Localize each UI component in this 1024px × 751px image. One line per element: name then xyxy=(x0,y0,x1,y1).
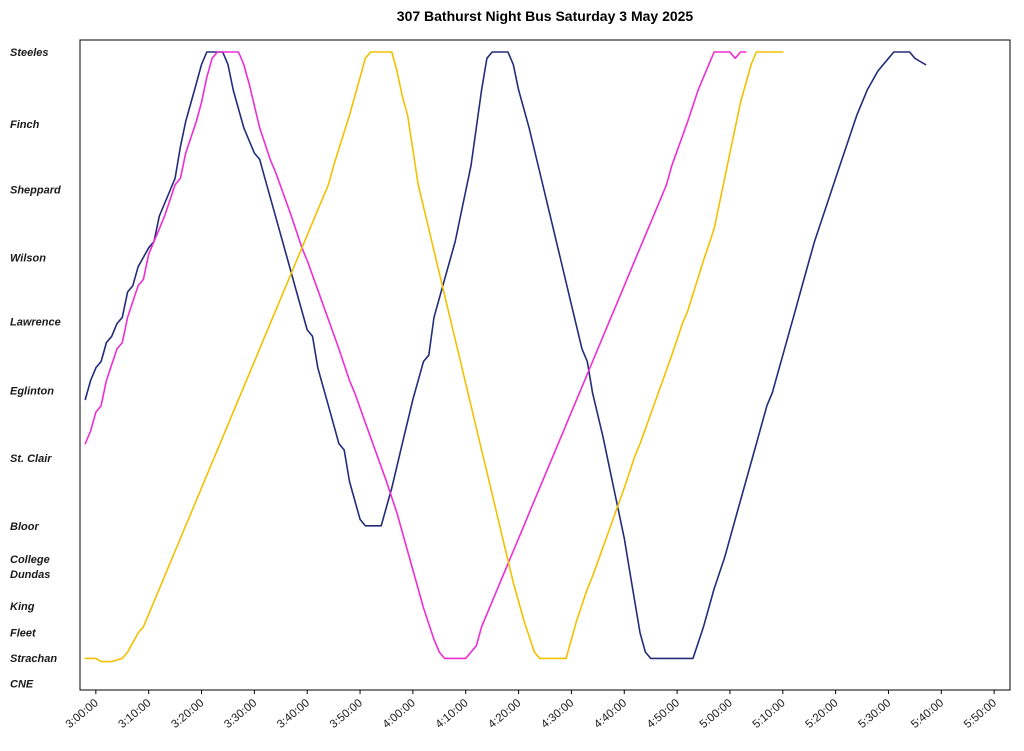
y-axis-station-label: Strachan xyxy=(10,653,57,665)
x-axis-tick-label: 5:30:00 xyxy=(856,697,893,731)
y-axis-station-label: Finch xyxy=(10,119,40,131)
y-axis-station-label: Sheppard xyxy=(10,185,61,197)
x-axis-tick-label: 5:50:00 xyxy=(962,697,999,731)
y-axis-station-label: Fleet xyxy=(10,628,37,640)
x-axis-tick-label: 3:30:00 xyxy=(222,697,259,731)
x-axis-tick-label: 4:10:00 xyxy=(434,697,471,731)
y-axis-station-label: King xyxy=(10,601,35,613)
x-axis-tick-label: 5:10:00 xyxy=(751,697,788,731)
y-axis-station-label: Bloor xyxy=(10,521,39,533)
x-axis-tick-label: 3:50:00 xyxy=(328,697,365,731)
y-axis-station-label: St. Clair xyxy=(10,453,52,465)
x-axis-tick-label: 5:00:00 xyxy=(698,697,735,731)
x-axis-tick-label: 4:20:00 xyxy=(486,697,523,731)
y-axis-station-label: Lawrence xyxy=(10,317,61,329)
x-axis-tick-label: 5:20:00 xyxy=(803,697,840,731)
x-axis-tick-label: 3:40:00 xyxy=(275,697,312,731)
y-axis-station-label: Dundas xyxy=(10,569,50,581)
y-axis-station-label: CNE xyxy=(10,679,34,691)
plot-border xyxy=(79,39,1011,691)
trip-line-bus-run-gold xyxy=(84,51,784,663)
x-axis-tick-label: 4:00:00 xyxy=(381,697,418,731)
y-axis-station-label: Steeles xyxy=(10,47,49,59)
y-axis-station-label: College xyxy=(10,554,50,566)
trip-line-bus-run-navy xyxy=(84,51,927,660)
trip-line-bus-run-magenta xyxy=(84,51,747,660)
x-axis-tick-label: 3:10:00 xyxy=(117,697,154,731)
x-axis-tick-label: 3:00:00 xyxy=(64,697,101,731)
x-axis-tick-label: 5:40:00 xyxy=(909,697,946,731)
x-axis-tick-label: 4:40:00 xyxy=(592,697,629,731)
y-axis-station-label: Wilson xyxy=(10,252,46,264)
chart-title: 307 Bathurst Night Bus Saturday 3 May 20… xyxy=(396,8,694,24)
y-axis-station-label: Eglinton xyxy=(10,386,54,398)
x-axis-tick-label: 3:20:00 xyxy=(169,697,206,731)
x-axis-tick-label: 4:50:00 xyxy=(645,697,682,731)
x-axis-tick-label: 4:30:00 xyxy=(539,697,576,731)
